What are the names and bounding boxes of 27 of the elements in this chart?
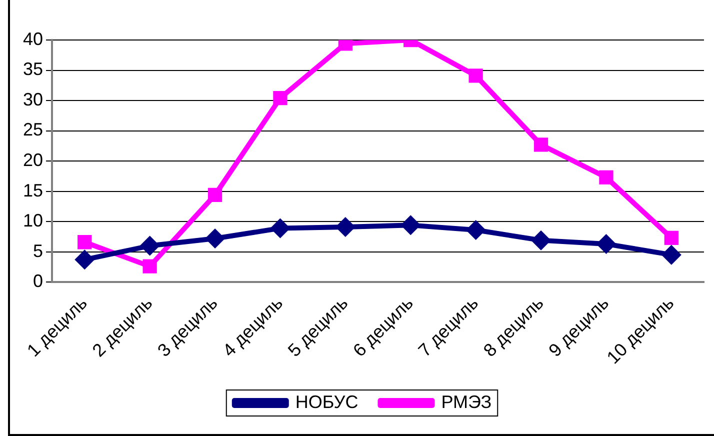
point <box>208 188 222 202</box>
y-tick-label: 35 <box>22 59 44 80</box>
point <box>142 259 157 274</box>
point <box>664 230 678 245</box>
point <box>273 91 288 106</box>
y-tick-label: 0 <box>33 271 44 292</box>
point <box>661 244 682 265</box>
legend-label: РМЭЗ <box>441 392 492 412</box>
point <box>400 215 421 236</box>
point <box>74 250 95 270</box>
point <box>596 234 616 254</box>
y-tick-label: 25 <box>22 120 44 140</box>
point <box>599 170 614 184</box>
point <box>534 138 548 152</box>
legend-label: НОБУС <box>295 392 358 412</box>
point <box>466 220 486 240</box>
y-tick-label: 10 <box>22 210 44 231</box>
point <box>205 228 226 248</box>
point <box>468 68 483 83</box>
point <box>78 235 92 250</box>
y-tick-label: 5 <box>33 240 44 261</box>
point <box>140 236 160 256</box>
y-tick-label: 30 <box>22 89 44 110</box>
y-tick-label: 20 <box>22 150 44 170</box>
y-tick-label: 15 <box>22 180 44 200</box>
point <box>531 230 552 250</box>
y-tick-label: 40 <box>22 28 44 49</box>
